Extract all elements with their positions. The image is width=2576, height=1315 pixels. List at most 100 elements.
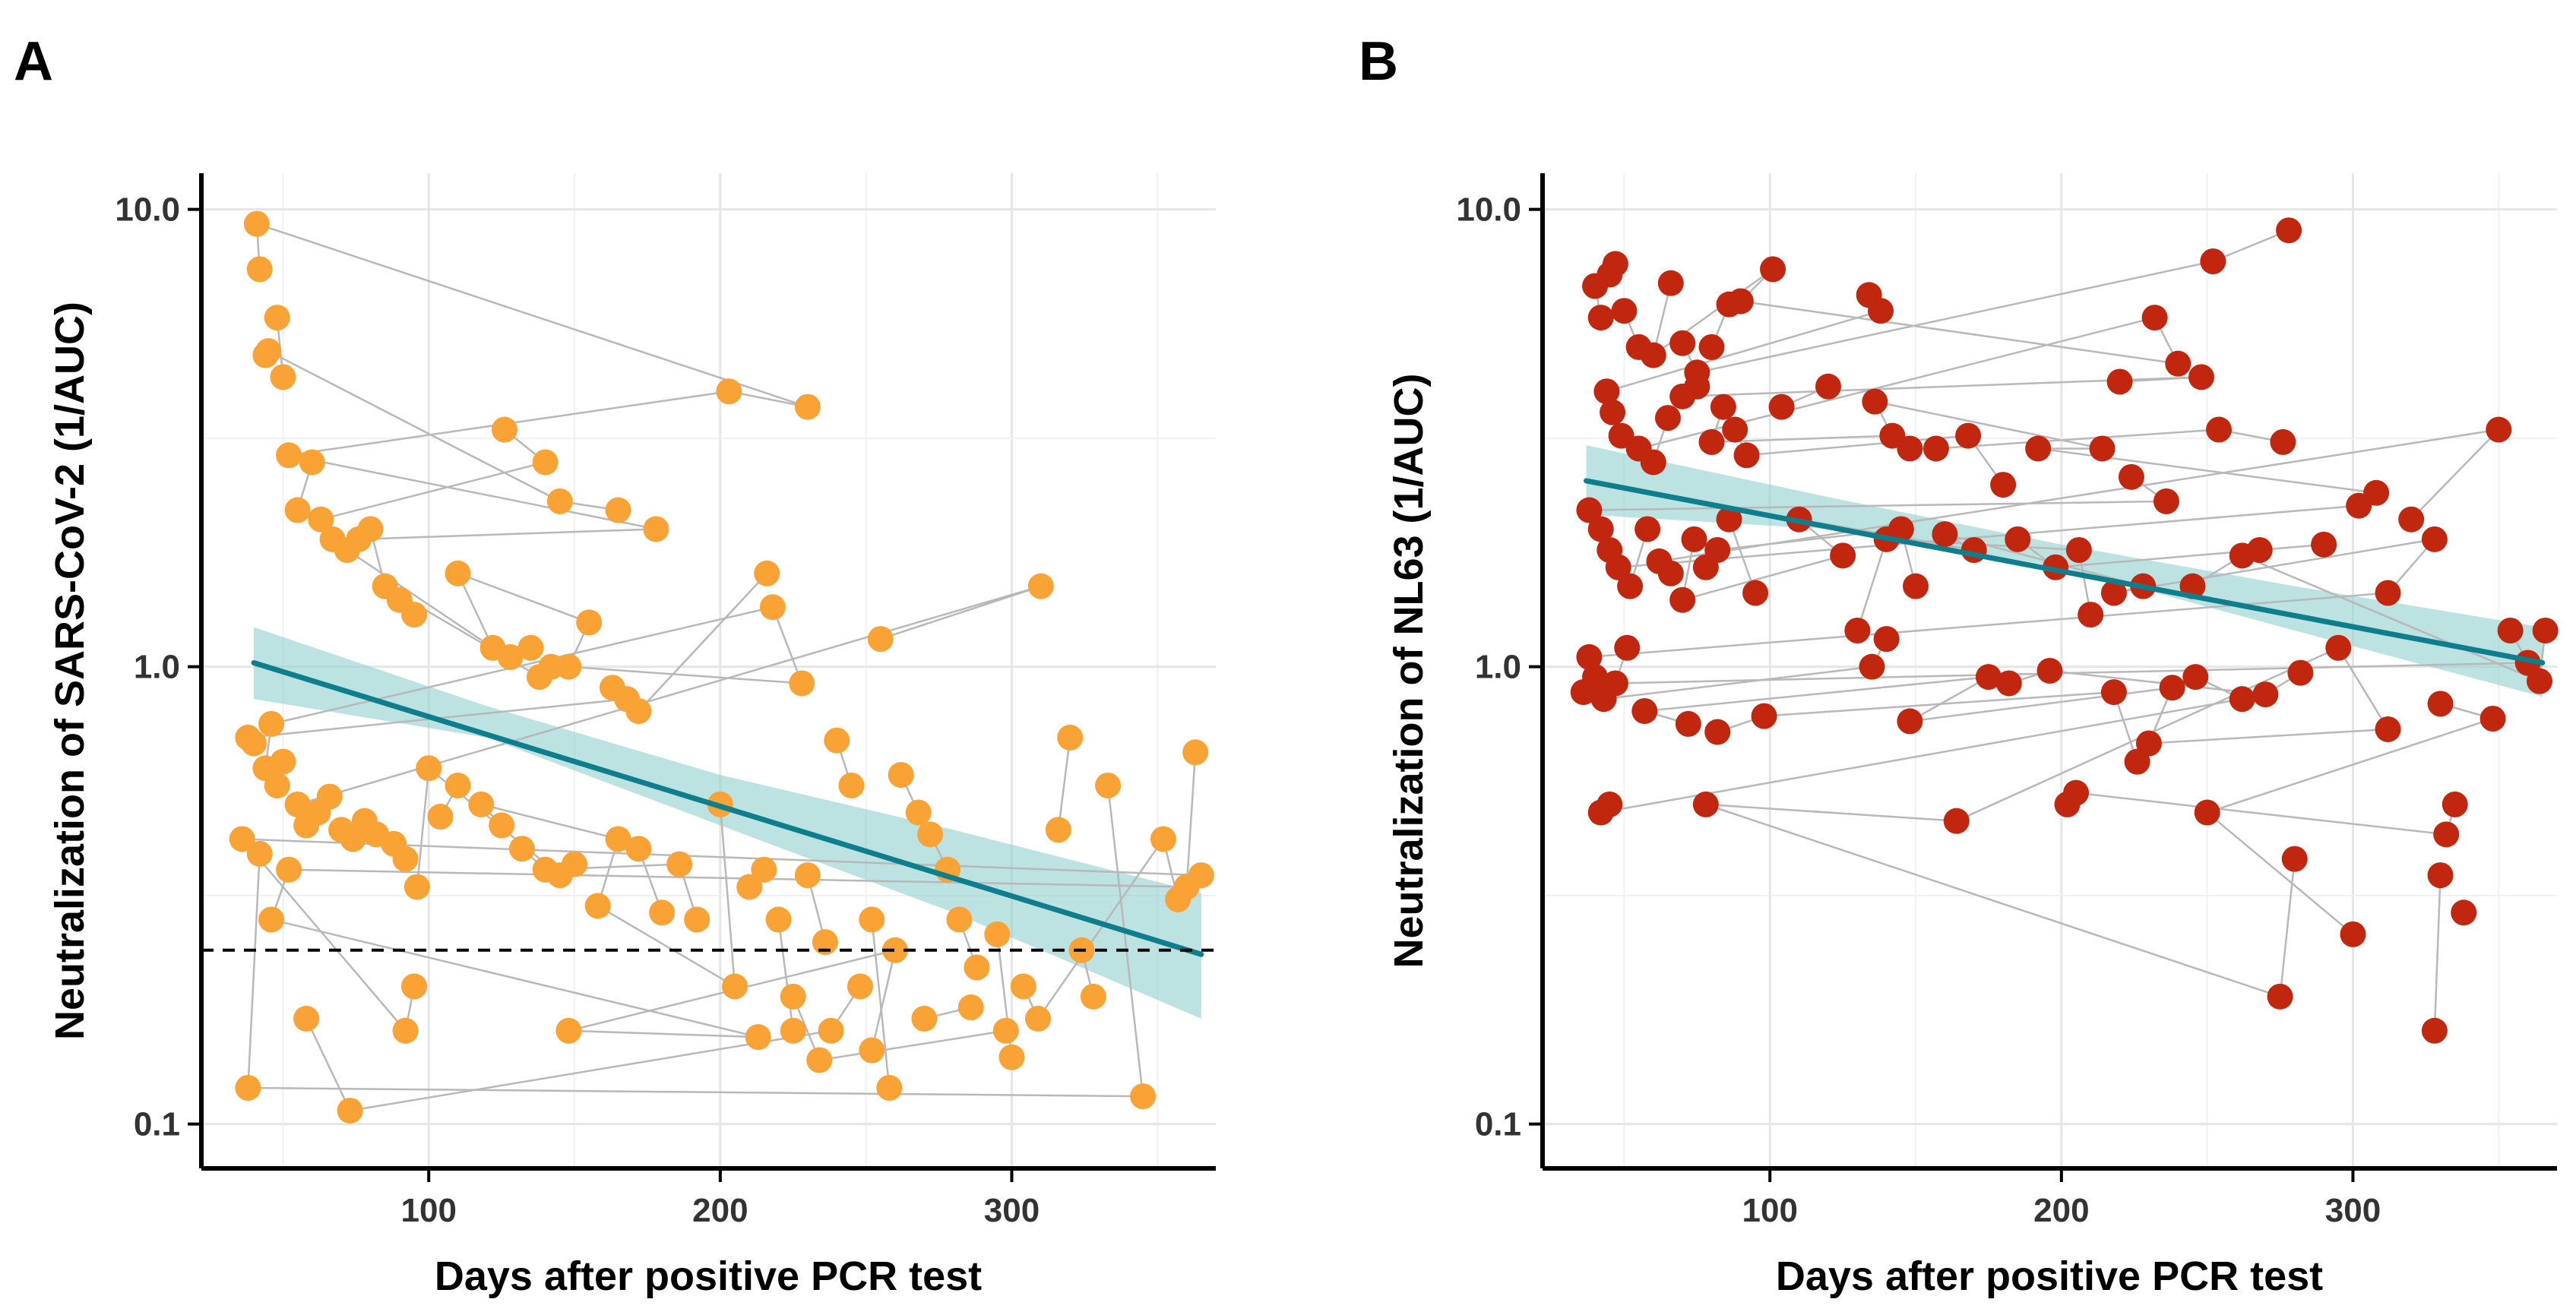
data-point [1903,573,1929,599]
connector-line [1185,752,1197,887]
data-point [255,338,282,365]
confidence-band-layer [1586,445,2543,697]
data-point [789,670,815,697]
data-point [716,378,742,405]
data-point [1600,399,1626,425]
data-point [2427,862,2454,889]
data-point [876,1074,903,1101]
data-point [1868,298,1894,324]
data-point [392,1017,419,1044]
connector-line [1589,592,2388,659]
axes [199,173,1216,1171]
x-axis-title: Days after positive PCR test [435,1253,982,1299]
data-point [1614,634,1641,661]
data-point [1582,664,1609,691]
data-point [984,921,1011,947]
data-point [1760,256,1786,283]
data-point [2200,248,2226,274]
data-point [1681,526,1707,552]
data-point [2287,659,2314,686]
data-point [794,394,821,420]
data-point [2063,779,2090,806]
data-point [1859,653,1885,680]
data-point [264,772,290,798]
data-point [2100,679,2127,706]
data-point [666,851,693,877]
connector-line [871,950,897,1051]
data-point [276,442,302,469]
data-point [838,772,865,798]
connector-line [1705,803,2280,998]
data-point [946,906,973,933]
data-point [299,449,325,476]
data-point [2451,899,2477,926]
panel-a-letter: A [14,31,53,92]
data-point [1010,973,1036,1000]
data-point [2078,602,2104,628]
data-point [859,906,885,933]
data-point [911,1005,938,1032]
data-point [1830,542,1856,569]
data-point [2340,921,2366,947]
connector-line [1603,665,1872,700]
connector-lines [1582,229,2546,1031]
data-point [1684,373,1710,400]
data-point [882,937,909,963]
data-point [1669,586,1696,613]
data-point [625,698,652,725]
data-point [2005,526,2031,552]
data-point [1733,442,1760,469]
y-tick-label: 1.0 [134,649,180,686]
data-point [824,727,850,754]
data-point [1727,288,1754,315]
connector-line [2055,548,2260,568]
y-ticks: 0.1 1.0 10.0 [115,191,201,1143]
data-point [246,840,273,867]
data-point [2427,691,2454,717]
data-point [812,929,838,956]
connector-line [2113,538,2435,594]
data-point [2270,428,2296,455]
data-point [998,1044,1025,1070]
connector-line [2075,792,2447,836]
y-tick-label: 1.0 [1475,649,1521,686]
y-tick-label: 0.1 [1475,1106,1521,1143]
data-point [684,906,710,933]
data-point [905,799,932,826]
data-point [2141,305,2168,331]
data-point [229,826,255,852]
data-point [427,804,454,830]
data-point [765,906,792,933]
data-point [1923,435,1949,462]
data-point [1027,573,1054,599]
data-point [546,488,573,514]
data-point [2421,526,2448,552]
data-point [2363,479,2390,506]
y-axis-title: Neutralization of SARS-CoV-2 (1/AUC) [47,302,93,1040]
data-point [1716,506,1742,533]
data-point [649,899,676,926]
connector-line [256,223,809,408]
connector-line [1682,555,1843,601]
connector-line [271,605,774,725]
data-point [2267,983,2293,1010]
data-point [754,560,780,586]
connector-line [1057,737,1071,830]
data-point [1897,435,1923,462]
x-tick-label: 200 [692,1192,748,1229]
data-point [555,1017,582,1044]
data-point [2442,791,2468,817]
data-point [2065,536,2092,563]
data-point [2421,1017,2448,1044]
data-point [270,364,296,390]
data-point [2206,416,2232,443]
x-tick-label: 300 [2325,1192,2381,1229]
data-point [780,1017,806,1044]
data-point [2165,350,2191,377]
data-point [2246,536,2273,563]
data-point [357,516,384,542]
connector-line [2049,669,2266,696]
connector-line [2279,858,2296,997]
data-point [1932,521,1958,548]
connector-line [1909,675,1989,722]
